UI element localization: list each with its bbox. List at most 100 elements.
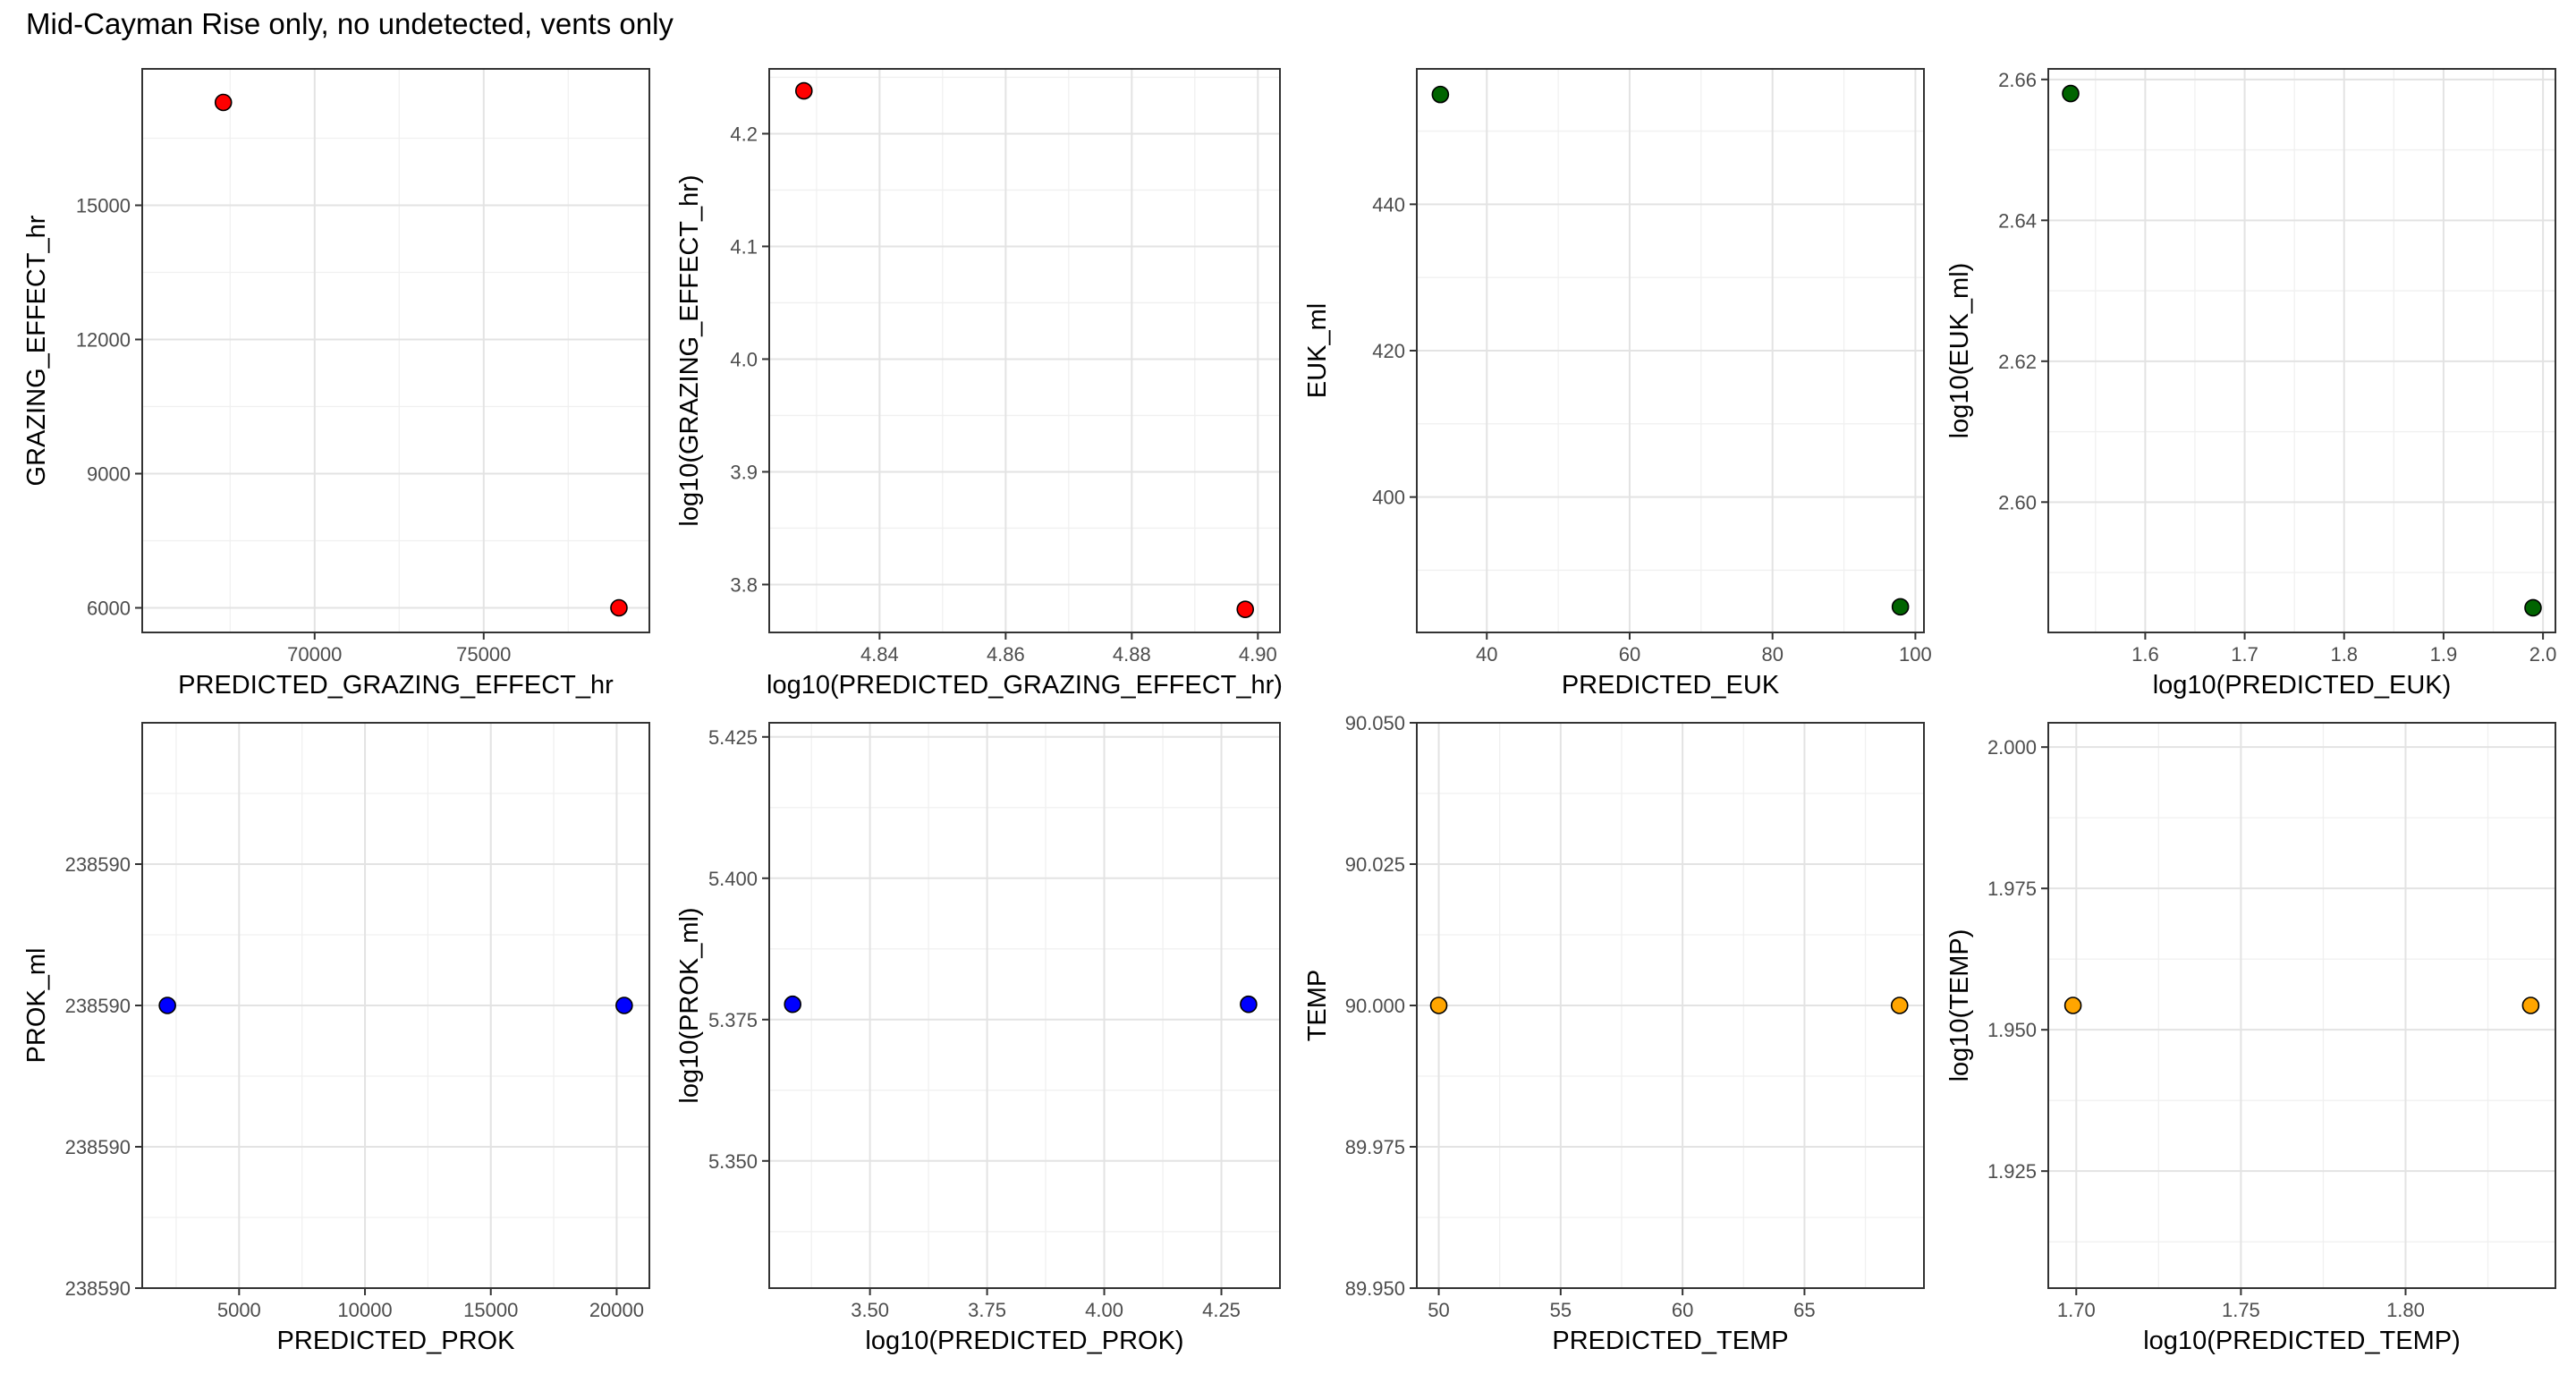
- y-tick-label: 2.60: [1998, 491, 2037, 513]
- y-tick-label: 90.050: [1345, 712, 1405, 734]
- x-tick-label: 50: [1428, 1299, 1449, 1321]
- y-axis-title: log10(TEMP): [1945, 929, 1974, 1082]
- y-tick-label: 5.425: [708, 726, 758, 749]
- y-tick-label: 4.1: [730, 235, 758, 258]
- data-point: [2521, 997, 2540, 1014]
- y-axis-title: PROK_ml: [22, 948, 51, 1064]
- scatter-panel-1: 70000 75000 6000 9000 12000 15000 PREDICTED_GR…: [22, 68, 650, 700]
- data-point: [2063, 997, 2082, 1014]
- x-tick-label: 4.84: [860, 643, 899, 666]
- y-tick-label: 89.950: [1345, 1277, 1405, 1300]
- x-tick-label: 1.9: [2430, 643, 2458, 666]
- panel-border: [1416, 722, 1925, 1289]
- y-tick-label: 2.66: [1998, 69, 2037, 91]
- y-tick-label: 238590: [65, 853, 131, 876]
- y-tick-label: 3.9: [730, 461, 758, 483]
- y-axis-title: GRAZING_EFFECT_hr: [22, 215, 51, 486]
- panel-border: [2047, 68, 2556, 633]
- scatter-panel-5: 5000 10000 15000 20000 238590 238590 238590 238…: [22, 722, 650, 1355]
- x-tick-label: 1.6: [2131, 643, 2159, 666]
- y-tick-label: 5.400: [708, 868, 758, 890]
- x-tick-label: 70000: [287, 643, 342, 666]
- x-tick-label: 4.00: [1085, 1299, 1123, 1321]
- x-tick-label: 75000: [456, 643, 511, 666]
- y-tick-label: 238590: [65, 1277, 131, 1300]
- x-tick-label: 1.75: [2222, 1299, 2260, 1321]
- x-axis-title: PREDICTED_TEMP: [1552, 1327, 1788, 1355]
- plot-background: [142, 69, 649, 632]
- y-axis-title: EUK_ml: [1303, 303, 1332, 398]
- y-tick-label: 2.64: [1998, 209, 2037, 232]
- x-axis-title: log10(PREDICTED_EUK): [2153, 671, 2452, 700]
- y-axis-title: log10(EUK_ml): [1945, 263, 1974, 439]
- data-point: [1890, 997, 1909, 1014]
- y-tick-label: 400: [1372, 487, 1405, 509]
- data-point: [158, 997, 176, 1014]
- x-tick-label: 4.25: [1202, 1299, 1241, 1321]
- plot-background: [2048, 723, 2555, 1288]
- y-tick-label: 6000: [87, 598, 131, 620]
- y-tick-label: 1.975: [1987, 878, 2037, 900]
- x-tick-label: 80: [1761, 643, 1783, 666]
- x-tick-label: 40: [1476, 643, 1497, 666]
- y-axis-title: log10(PROK_ml): [675, 907, 704, 1103]
- x-tick-label: 1.8: [2330, 643, 2358, 666]
- x-tick-label: 65: [1793, 1299, 1815, 1321]
- x-tick-label: 100: [1899, 643, 1932, 666]
- y-tick-label: 90.025: [1345, 853, 1405, 876]
- x-tick-label: 1.80: [2386, 1299, 2425, 1321]
- y-tick-label: 2.000: [1987, 736, 2037, 759]
- scatter-panel-8: 1.70 1.75 1.80 1.925 1.950 1.975 2.000 log10(PR…: [1945, 722, 2556, 1355]
- y-axis-title: TEMP: [1303, 970, 1332, 1042]
- y-tick-label: 420: [1372, 340, 1405, 362]
- x-tick-label: 4.86: [987, 643, 1025, 666]
- y-tick-label: 5.350: [708, 1150, 758, 1173]
- y-tick-label: 5.375: [708, 1009, 758, 1031]
- x-tick-label: 2.0: [2529, 643, 2557, 666]
- data-point: [1891, 598, 1910, 616]
- x-tick-label: 10000: [337, 1299, 392, 1321]
- plot-background: [2048, 69, 2555, 632]
- data-point: [784, 995, 801, 1014]
- x-axis-title: log10(PREDICTED_PROK): [865, 1327, 1183, 1355]
- panels-container: 70000 75000 6000 9000 12000 15000 PREDICTED_GR…: [22, 68, 2557, 1355]
- x-axis-title: log10(PREDICTED_GRAZING_EFFECT_hr): [767, 671, 1283, 700]
- y-tick-label: 238590: [65, 995, 131, 1017]
- y-axis-title: log10(GRAZING_EFFECT_hr): [675, 174, 704, 526]
- x-tick-label: 3.50: [851, 1299, 889, 1321]
- x-axis-title: log10(PREDICTED_TEMP): [2143, 1327, 2461, 1355]
- y-tick-label: 1.950: [1987, 1019, 2037, 1041]
- x-tick-label: 15000: [463, 1299, 518, 1321]
- x-axis-title: PREDICTED_GRAZING_EFFECT_hr: [178, 671, 614, 700]
- y-tick-label: 89.975: [1345, 1136, 1405, 1158]
- panel-border: [768, 68, 1281, 633]
- x-tick-label: 1.7: [2231, 643, 2258, 666]
- y-tick-label: 9000: [87, 463, 131, 486]
- data-point: [610, 598, 628, 617]
- data-point: [1240, 995, 1258, 1014]
- y-tick-label: 238590: [65, 1136, 131, 1158]
- x-tick-label: 20000: [589, 1299, 644, 1321]
- panel-border: [2047, 722, 2556, 1289]
- x-tick-label: 60: [1672, 1299, 1693, 1321]
- data-point: [615, 997, 633, 1014]
- scatter-panel-2: 4.84 4.86 4.88 4.90 3.8 3.9 4.0 4.1 4.2 log10(PRE…: [675, 68, 1283, 700]
- scatter-panel-4: 1.6 1.7 1.8 1.9 2.0 2.60 2.62 2.64 2.66 log10(PRE…: [1945, 68, 2557, 700]
- y-tick-label: 440: [1372, 193, 1405, 216]
- data-point: [214, 93, 233, 112]
- panel-border: [141, 722, 650, 1289]
- y-tick-label: 90.000: [1345, 995, 1405, 1017]
- x-axis-title: PREDICTED_PROK: [277, 1327, 516, 1355]
- scatter-panel-3: 40 60 80 100 400 420 440 PREDICTED_EUK EUK_ml: [1303, 68, 1932, 700]
- y-tick-label: 12000: [76, 329, 131, 352]
- figure-title: Mid-Cayman Rise only, no undetected, ven…: [26, 7, 674, 40]
- x-tick-label: 3.75: [968, 1299, 1006, 1321]
- x-tick-label: 1.70: [2057, 1299, 2096, 1321]
- y-tick-label: 4.2: [730, 123, 758, 145]
- y-tick-label: 4.0: [730, 348, 758, 370]
- x-tick-label: 4.88: [1113, 643, 1151, 666]
- scatter-panel-6: 3.50 3.75 4.00 4.25 5.350 5.375 5.400 5.425 log1…: [675, 722, 1281, 1355]
- y-tick-label: 3.8: [730, 573, 758, 596]
- panel-border: [768, 722, 1281, 1289]
